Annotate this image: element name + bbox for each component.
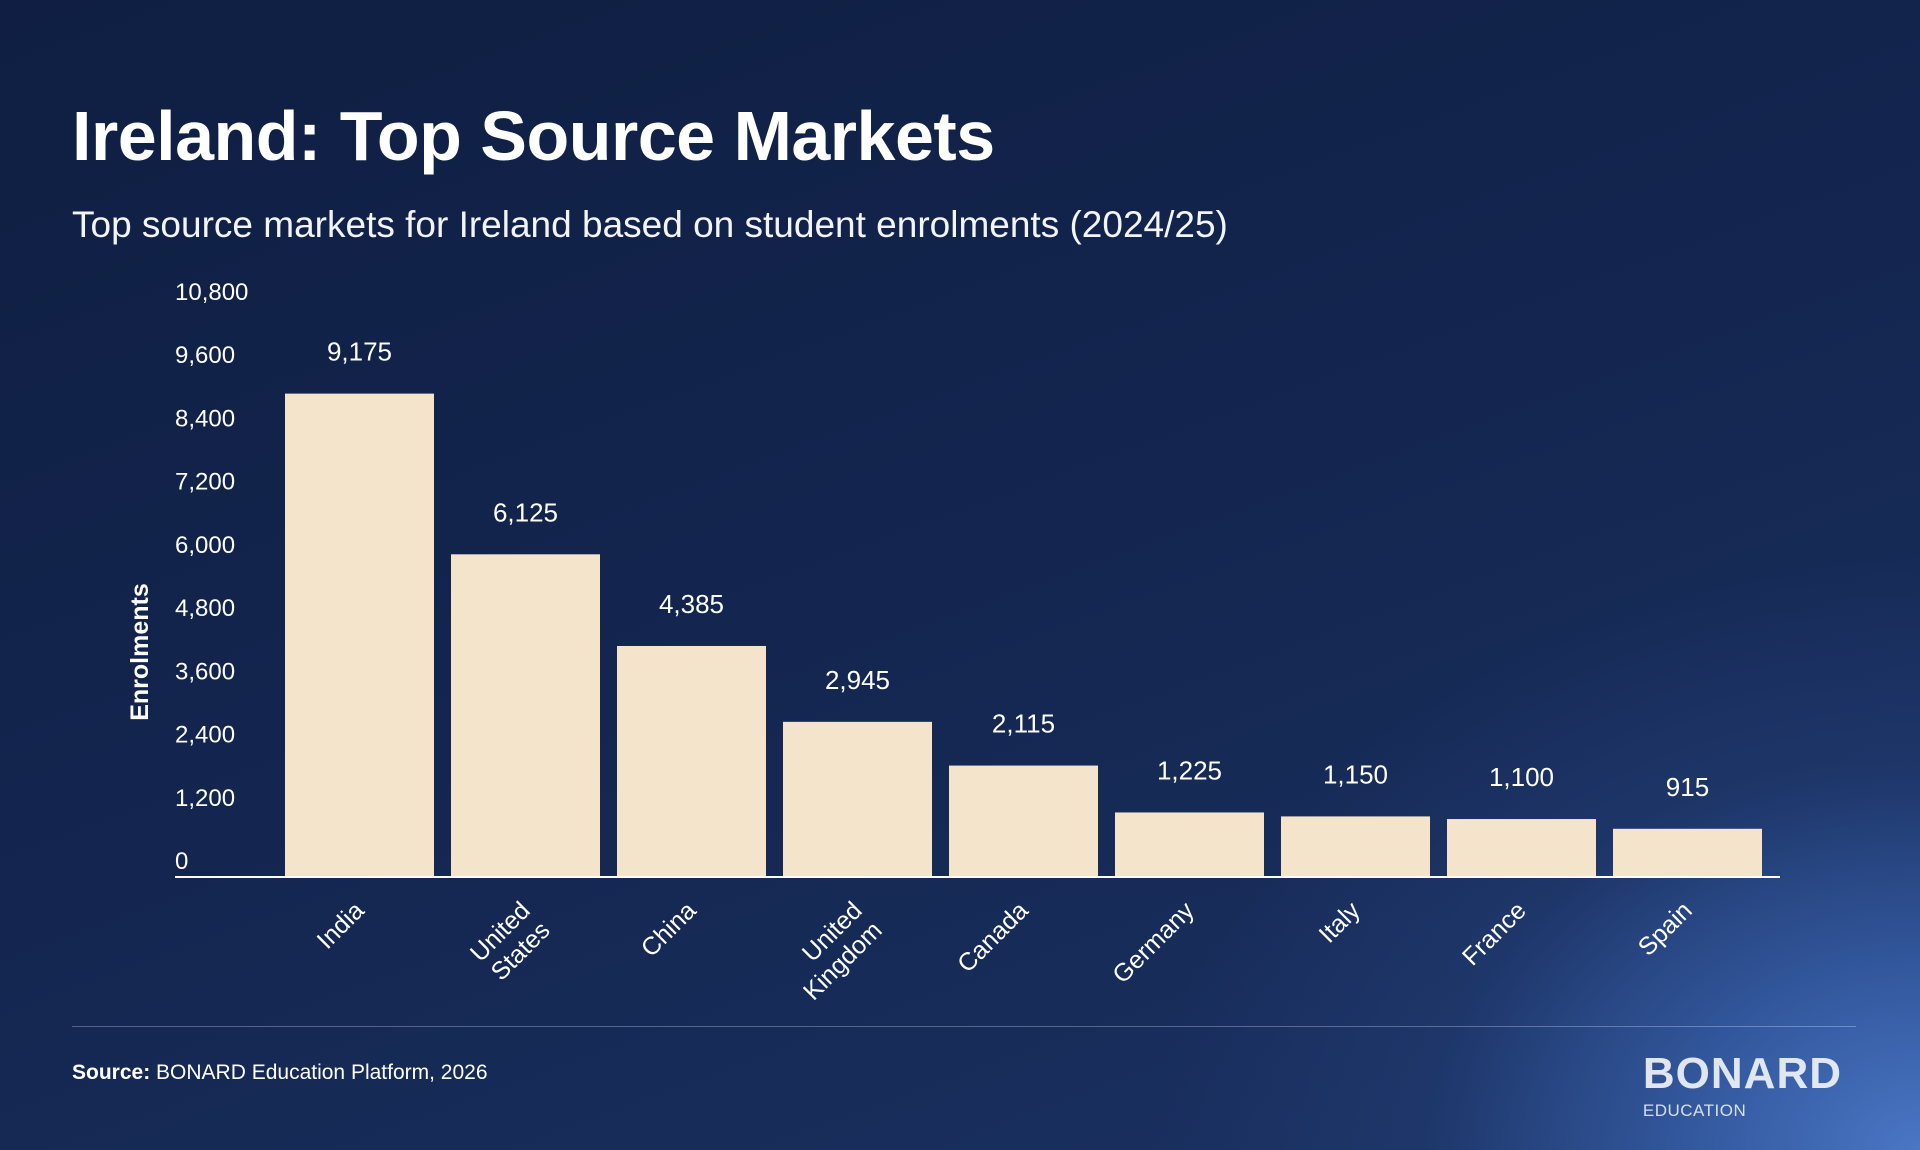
y-tick-label: 9,600 bbox=[175, 342, 235, 369]
bar-value-label: 4,385 bbox=[659, 589, 724, 619]
bar bbox=[1115, 812, 1264, 877]
bars bbox=[285, 393, 1762, 877]
x-tick-label-line: France bbox=[1457, 896, 1532, 971]
x-tick-label-text: UnitedStates bbox=[465, 896, 556, 987]
y-tick-label: 10,800 bbox=[175, 279, 248, 306]
bar-value-label: 1,150 bbox=[1323, 759, 1388, 789]
x-tick-label: France bbox=[1457, 896, 1532, 971]
bar-value-label: 2,115 bbox=[992, 709, 1055, 739]
y-tick-label: 6,000 bbox=[175, 532, 235, 559]
bar-value-label: 915 bbox=[1666, 772, 1709, 802]
source-text: BONARD Education Platform, 2026 bbox=[156, 1061, 488, 1084]
value-labels: 9,175 6,125 4,385 2,945 2,115 1,225 1,150 1,100… bbox=[327, 337, 1709, 802]
y-tick-label: 8,400 bbox=[175, 405, 235, 432]
bar-value-label: 2,945 bbox=[825, 665, 890, 695]
bar-chart: 0 1,200 2,400 3,600 4,800 6,000 7,200 8,400 9,60… bbox=[126, 279, 1762, 1006]
footer-divider bbox=[72, 1026, 1856, 1027]
x-tick-label-text: China bbox=[636, 896, 702, 962]
bonard-logo: BONARD EDUCATION bbox=[1643, 1052, 1842, 1121]
bar bbox=[783, 721, 932, 877]
x-tick-label-text: India bbox=[312, 896, 370, 954]
x-tick-label-text: Spain bbox=[1633, 896, 1698, 961]
x-tick-label-line: Canada bbox=[952, 896, 1034, 978]
x-tick-label-line: Spain bbox=[1633, 896, 1698, 961]
x-tick-label: Spain bbox=[1633, 896, 1698, 961]
x-tick-label-text: France bbox=[1457, 896, 1532, 971]
x-tick-label-line: Italy bbox=[1314, 896, 1367, 949]
y-tick-label: 4,800 bbox=[175, 595, 235, 622]
x-tick-label: UnitedKingdom bbox=[778, 896, 888, 1005]
bar bbox=[285, 393, 434, 877]
x-tick-label: Germany bbox=[1107, 896, 1200, 989]
x-tick-label-text: Canada bbox=[952, 896, 1034, 978]
x-tick-label-text: UnitedKingdom bbox=[778, 896, 887, 1005]
y-tick-label: 2,400 bbox=[175, 722, 235, 749]
x-tick-label: UnitedStates bbox=[465, 896, 556, 987]
y-tick-label: 3,600 bbox=[175, 658, 235, 685]
bar-value-label: 9,175 bbox=[327, 337, 392, 367]
y-axis-ticks: 0 1,200 2,400 3,600 4,800 6,000 7,200 8,400 9,60… bbox=[175, 279, 248, 875]
y-tick-label: 1,200 bbox=[175, 785, 235, 812]
y-axis-label: Enrolments bbox=[126, 583, 154, 721]
x-tick-label-text: Germany bbox=[1107, 896, 1200, 989]
chart-subtitle: Top source markets for Ireland based on … bbox=[72, 204, 1228, 245]
bar bbox=[949, 765, 1098, 877]
bar bbox=[451, 554, 600, 877]
bar bbox=[1447, 819, 1596, 877]
x-tick-label: Italy bbox=[1314, 896, 1367, 949]
x-tick-label-text: Italy bbox=[1314, 896, 1367, 949]
logo-wordmark: BONARD bbox=[1642, 1049, 1842, 1098]
x-tick-label-line: Germany bbox=[1107, 896, 1200, 989]
y-tick-label: 7,200 bbox=[175, 469, 235, 496]
bar-value-label: 6,125 bbox=[493, 497, 558, 527]
x-tick-label: India bbox=[312, 896, 370, 954]
chart-title: Ireland: Top Source Markets bbox=[72, 97, 995, 175]
x-tick-label: China bbox=[636, 896, 702, 962]
bar bbox=[1613, 828, 1762, 877]
bar bbox=[617, 645, 766, 877]
x-axis-labels: India UnitedStates China UnitedKingdom Canad… bbox=[312, 896, 1698, 1006]
source-note: Source: BONARD Education Platform, 2026 bbox=[72, 1061, 488, 1085]
x-tick-label-line: India bbox=[312, 896, 370, 954]
x-tick-label: Canada bbox=[952, 896, 1034, 978]
x-tick-label-line: China bbox=[636, 896, 702, 962]
bar bbox=[1281, 816, 1430, 877]
bar-value-label: 1,100 bbox=[1489, 762, 1554, 792]
source-label: Source: bbox=[72, 1061, 151, 1084]
logo-subtext: EDUCATION bbox=[1642, 1101, 1747, 1120]
y-tick-label: 0 bbox=[175, 848, 188, 875]
bar-value-label: 1,225 bbox=[1157, 755, 1222, 785]
